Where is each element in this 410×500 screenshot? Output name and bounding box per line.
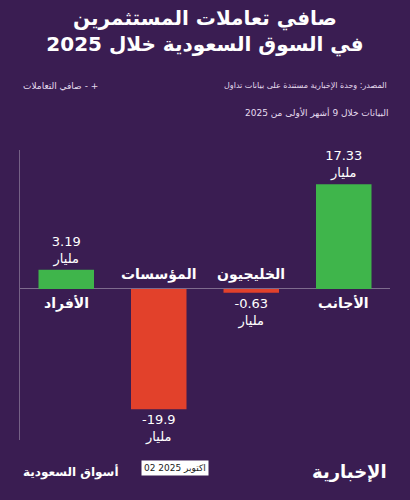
svg-text:الإخبارية: الإخبارية	[312, 461, 387, 482]
svg-text:17.33مليار: 17.33مليار	[325, 148, 362, 181]
svg-text:المؤسسات: المؤسسات	[121, 266, 197, 283]
svg-text:المصدر: وحدة الإخبارية مستندة: المصدر: وحدة الإخبارية مستندة على بيانات…	[224, 81, 387, 91]
svg-text:أسواق السعودية: أسواق السعودية	[23, 464, 119, 480]
svg-text:-0.63مليار: -0.63مليار	[234, 296, 268, 329]
svg-text:البيانات خلال 9 أشهر الأولى من: البيانات خلال 9 أشهر الأولى من 2025	[245, 107, 388, 118]
svg-text:الأفراد: الأفراد	[44, 295, 89, 312]
svg-text:-19.9مليار: -19.9مليار	[142, 412, 176, 445]
svg-text:الخليجيون: الخليجيون	[217, 266, 285, 283]
svg-text:الأجانب: الأجانب	[318, 295, 369, 311]
svg-text:صافي تعاملات المستثمرينفي السو: صافي تعاملات المستثمرينفي السوق السعودية…	[46, 6, 363, 57]
svg-text:3.19مليار: 3.19مليار	[52, 234, 81, 267]
svg-text:صافي التعاملات - +: صافي التعاملات - +	[23, 81, 98, 91]
svg-text:02 اكتوبر 2025: 02 اكتوبر 2025	[144, 463, 206, 473]
